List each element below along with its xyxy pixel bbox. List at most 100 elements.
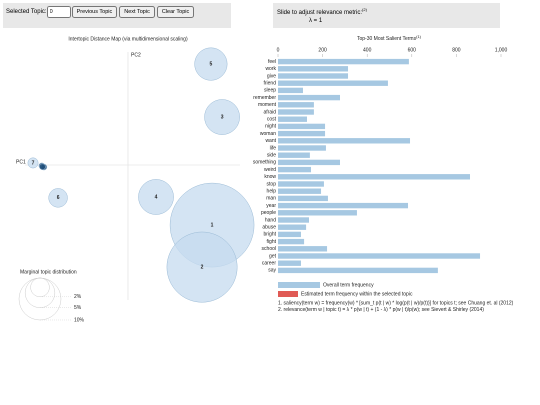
x-tick-label: 0	[277, 47, 280, 53]
x-tick-label: 200	[318, 47, 327, 53]
term-label: remember	[253, 95, 276, 101]
size-legend-circle	[30, 277, 50, 298]
bar[interactable]	[278, 253, 481, 259]
topic-controls: Selected Topic: Previous Topic Next Topi…	[3, 3, 231, 28]
term-label: give	[267, 73, 276, 79]
bar[interactable]	[278, 238, 305, 245]
legend-swatch	[278, 282, 320, 288]
x-tick-label: 800	[452, 47, 461, 53]
term-label: sleep	[264, 88, 276, 94]
term-label: say	[268, 268, 276, 274]
slider-label: Slide to adjust relevance metric:(2)	[277, 7, 367, 16]
topic-bubble[interactable]	[138, 179, 174, 215]
topic-bubble[interactable]	[204, 99, 240, 135]
topic-bubble[interactable]	[27, 157, 39, 169]
bar[interactable]	[278, 188, 322, 194]
legend-label: Overall term frequency	[323, 282, 374, 288]
size-legend-title: Marginal topic distribution	[20, 269, 77, 275]
selected-topic-label: Selected Topic:	[6, 9, 47, 15]
term-label: moment	[258, 102, 277, 108]
slider-note: (2)	[362, 7, 367, 12]
bar[interactable]	[278, 94, 340, 101]
topic-bubble[interactable]	[166, 231, 238, 303]
button[interactable]: Next Topic	[119, 6, 155, 18]
bar[interactable]	[278, 152, 310, 158]
y-axis-label: PC2	[131, 52, 141, 58]
bar[interactable]	[278, 217, 309, 223]
size-legend-label: 2%	[74, 294, 82, 300]
term-label: woman	[260, 131, 276, 137]
topic-bubble[interactable]	[48, 188, 68, 208]
term-label: hand	[265, 217, 276, 223]
term-label: something	[253, 160, 276, 166]
bar[interactable]	[278, 130, 326, 137]
bar[interactable]	[278, 174, 471, 180]
bar[interactable]	[278, 102, 314, 108]
bar[interactable]	[278, 166, 312, 173]
bar[interactable]	[278, 260, 301, 266]
chart-title: Top-30 Most Salient Terms(1)	[357, 34, 422, 42]
x-axis-label: PC1	[16, 159, 26, 165]
x-tick-label: 400	[363, 47, 372, 53]
button[interactable]: Clear Topic	[156, 6, 195, 18]
term-label: afraid	[263, 109, 276, 115]
lambda-label: λ = 1	[309, 18, 323, 24]
term-label: year	[266, 203, 276, 209]
term-label: bright	[263, 232, 276, 238]
bar[interactable]	[278, 210, 357, 216]
term-label: cost	[267, 117, 277, 123]
bar[interactable]	[278, 246, 328, 252]
topic-input[interactable]	[46, 6, 71, 18]
topic-label: 5	[210, 61, 213, 67]
x-tick-label: 600	[408, 47, 417, 53]
bar[interactable]	[278, 80, 388, 86]
bar[interactable]	[278, 224, 307, 230]
topic-label: 1	[211, 222, 214, 228]
term-label: life	[270, 145, 277, 151]
title-note: (1)	[416, 34, 422, 39]
slider-text: Slide to adjust relevance metric:	[277, 10, 363, 16]
button[interactable]: Previous Topic	[71, 6, 118, 18]
size-legend-circle	[18, 277, 62, 321]
slider-panel: Slide to adjust relevance metric:(2) λ =…	[273, 3, 500, 28]
footnote: 1. saliency(term w) = frequency(w) * [su…	[278, 300, 514, 306]
size-legend-label: 10%	[74, 317, 85, 323]
bar[interactable]	[278, 202, 409, 209]
bar[interactable]	[278, 73, 349, 79]
term-label: work	[265, 66, 276, 72]
title-text: Top-30 Most Salient Terms	[357, 36, 417, 42]
bar[interactable]	[278, 231, 301, 238]
term-label: help	[267, 189, 277, 195]
bar[interactable]	[278, 267, 438, 274]
bar[interactable]	[278, 195, 328, 202]
term-label: stop	[267, 181, 277, 187]
topic-label: 7	[32, 160, 35, 166]
term-label: people	[261, 210, 276, 216]
bar[interactable]	[278, 123, 326, 130]
bar[interactable]	[278, 109, 314, 115]
bar[interactable]	[278, 66, 349, 72]
topic-label: 6	[57, 195, 60, 201]
bar[interactable]	[278, 181, 324, 187]
term-label: get	[269, 253, 277, 259]
chart-title: Intertopic Distance Map (via multidimens…	[68, 36, 188, 42]
bar[interactable]	[278, 87, 303, 94]
bar[interactable]	[278, 116, 307, 122]
term-label: side	[267, 153, 276, 159]
term-label: want	[265, 138, 276, 144]
topic-bubble[interactable]	[194, 47, 228, 81]
topic-bubble[interactable]	[39, 163, 46, 170]
bar[interactable]	[278, 58, 409, 65]
term-label: friend	[263, 81, 276, 87]
bar[interactable]	[278, 138, 411, 144]
size-legend-circle	[24, 277, 56, 308]
bar[interactable]	[278, 159, 340, 166]
term-label: abuse	[262, 225, 276, 231]
term-label: night	[265, 124, 276, 130]
topic-label: 3	[221, 114, 224, 120]
term-label: fight	[267, 239, 277, 245]
topic-label: 4	[155, 194, 158, 200]
term-label: career	[262, 261, 277, 267]
bar[interactable]	[278, 145, 326, 151]
